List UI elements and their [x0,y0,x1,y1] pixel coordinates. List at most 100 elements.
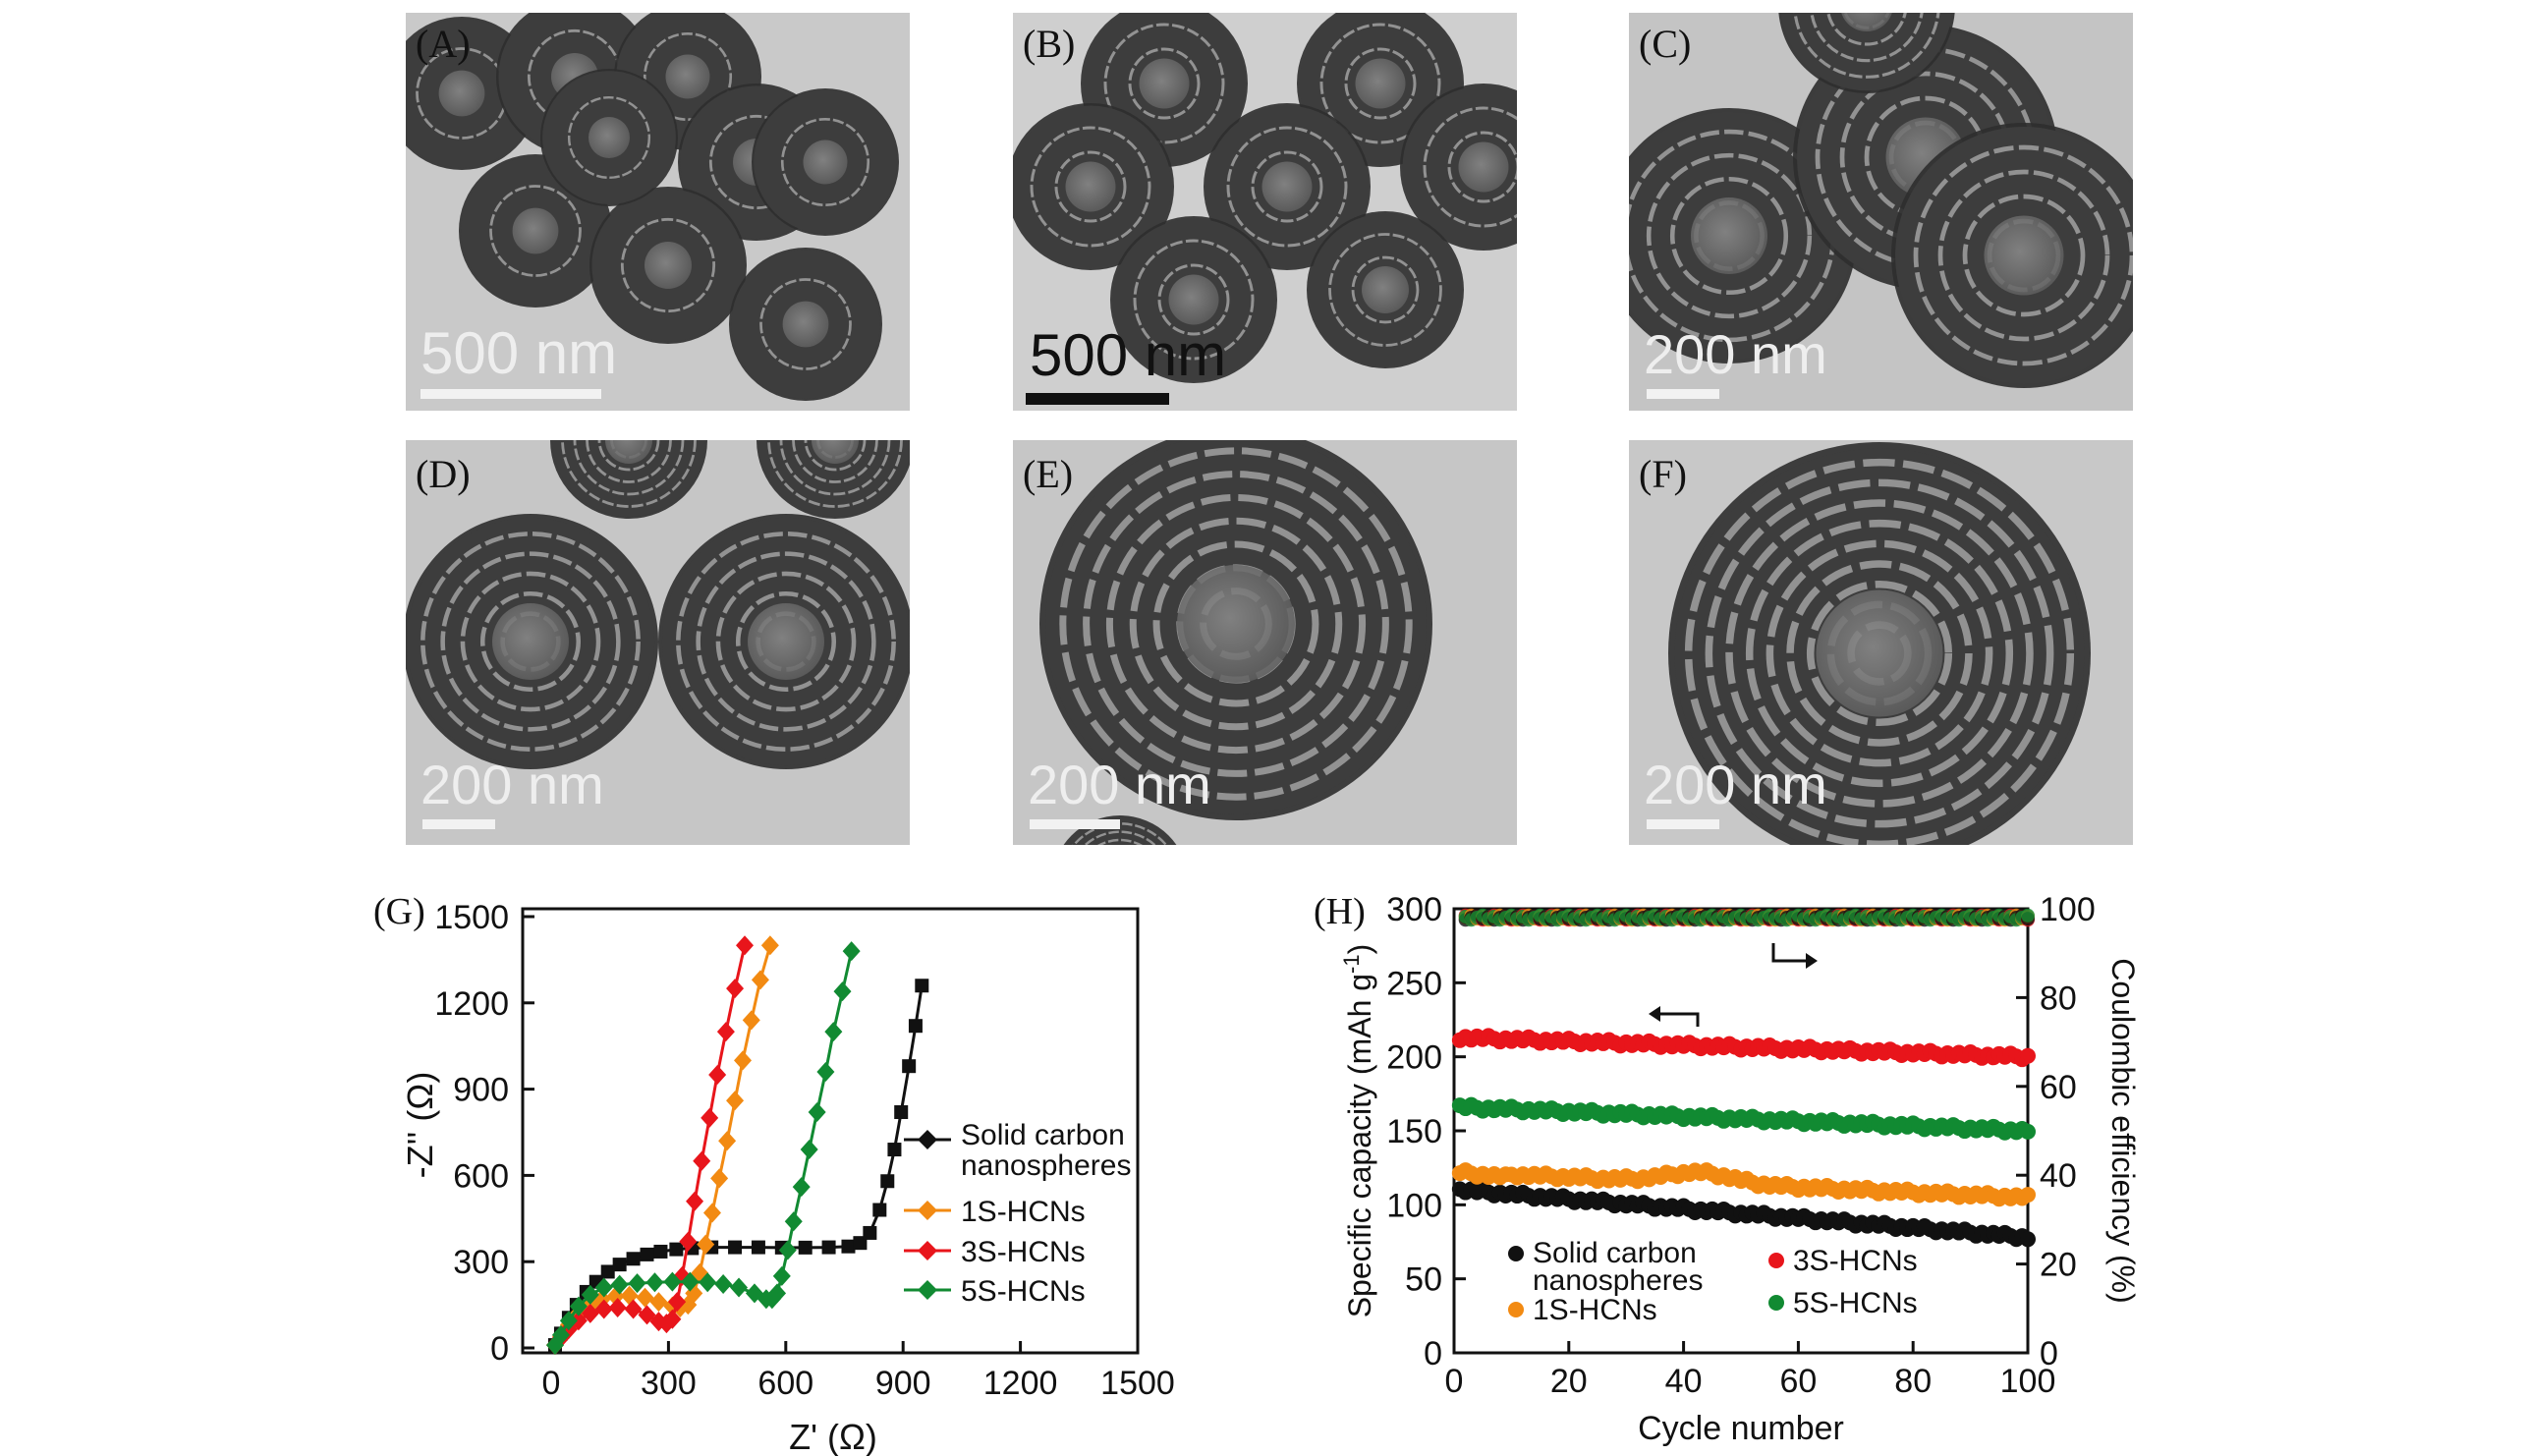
tem-panel-f: (F) 200 nm [1629,440,2133,845]
legend-1s-h: 1S-HCNs [1533,1294,1657,1326]
tem-sphere-b-5 [1400,84,1517,251]
g-point [726,1091,745,1111]
tem-sphere-f-1 [1668,442,2091,845]
g-point [778,1240,797,1260]
g-point [728,1240,743,1255]
scale-bar-a [420,389,601,399]
g-point [880,1174,895,1189]
scale-label-a: 500 nm [420,320,617,386]
legend-marker-3s [918,1241,937,1260]
h-capacity-point [2020,1123,2036,1140]
g-point [663,1309,682,1329]
g-y-tick-label: 900 [453,1072,509,1109]
scale-bar-f [1647,819,1719,829]
g-point [734,1050,753,1071]
g-x-tick-label: 1500 [1100,1365,1175,1402]
g-point [594,1277,613,1298]
g-point [821,1240,836,1255]
g-point [742,1010,760,1031]
g-point [569,1296,588,1316]
chart-g: (G) 0 300 600 900 1200 1500 0 300 600 900 1200 1500… [373,891,1175,1456]
g-point [594,1299,613,1319]
g-point [824,1022,843,1042]
panel-label-f: (F) [1639,452,1687,496]
g-point [908,1019,923,1034]
capacity-arrow [1649,1006,1700,1027]
g-point [784,1211,803,1232]
g-point [894,1105,909,1120]
g-x-tick-label: 600 [757,1365,813,1402]
g-x-tick-label: 900 [875,1365,931,1402]
g-point [636,1287,654,1308]
g-point [751,1240,765,1255]
g-point [610,1274,629,1295]
g-point [710,1168,729,1189]
g-point [612,1258,627,1272]
g-point [624,1299,643,1319]
g-point [600,1264,615,1279]
g-y-tick-label: 1200 [434,985,509,1023]
g-point [760,935,779,956]
scale-label-b: 500 nm [1030,322,1226,388]
tem-panel-c: (C) 200 nm [1629,13,2133,411]
tem-panel-a: (A) 500 nm [406,13,910,411]
g-point [626,1252,641,1266]
tem-panel-d: (D) 200 nm [406,440,910,845]
g-point [581,1303,599,1323]
legend-marker-5s [918,1280,937,1300]
scale-label-d: 200 nm [420,754,604,815]
g-point [699,1272,717,1293]
scale-bar-d [422,819,495,829]
g-point [663,1271,682,1292]
legend-5s: 5S-HCNs [961,1275,1086,1308]
chart-h-ylabel: Specific capacity (mAh g-1) [1339,944,1378,1318]
chart-g-xlabel: Z' (Ω) [789,1417,877,1456]
g-point [863,1225,877,1240]
tem-sphere-a-5 [752,88,899,236]
chart-g-frame [521,907,1140,1355]
g-point [751,970,769,990]
g-point [736,935,755,956]
g-y-tick-label: 300 [453,1244,509,1281]
chart-h: (H) 0 20 40 60 80 100050100150200250300020406… [1314,891,2141,1447]
chart-g-legend: Solid carbon nanospheres 1S-HCNs 3S-HCNs… [904,1119,1131,1308]
h-capacity-series-2 [1451,1028,2036,1068]
tem-sphere-c-3 [1891,123,2133,388]
scale-label-f: 200 nm [1644,754,1827,815]
g-point [842,941,861,962]
g-point [645,1272,664,1293]
g-point [702,1203,721,1223]
legend-solid-line1: Solid carbon [961,1119,1125,1151]
g-y-tick-label: 0 [490,1330,509,1368]
h-y2-tick-label: 40 [2040,1157,2077,1195]
legend-3s: 3S-HCNs [961,1236,1086,1268]
h-y-tick-label: 150 [1386,1113,1442,1150]
h-y-tick-label: 250 [1386,965,1442,1002]
legend-solid-h-line1: Solid carbon [1533,1237,1697,1269]
g-point [792,1177,811,1198]
g-point [551,1324,570,1345]
legend-solid-line2: nanospheres [961,1149,1131,1182]
h-efficiency-series [1458,908,2035,927]
tem-sphere-a-9 [540,69,678,206]
panel-label-a: (A) [416,22,471,66]
g-point [640,1247,654,1261]
g-point [628,1273,646,1294]
tem-sphere-b-7 [1307,211,1464,368]
legend-5s-h: 5S-HCNs [1793,1287,1918,1319]
panel-label-h: (H) [1314,891,1366,932]
tem-sphere-c-4 [1778,13,1955,93]
g-point [716,1022,735,1042]
tem-panel-b: (B) 500 nm [1013,13,1517,411]
g-point [686,1191,704,1211]
panel-label-b: (B) [1023,22,1075,66]
g-point [915,979,929,993]
tem-sphere-a-7 [589,187,747,344]
tem-sphere-e-2 [1063,815,1177,845]
h-x-tick-label: 0 [1445,1363,1464,1400]
tem-sphere-e-1 [1039,440,1432,820]
scale-bar-e [1030,819,1120,829]
efficiency-arrow [1771,943,1818,969]
g-point [800,1140,818,1160]
